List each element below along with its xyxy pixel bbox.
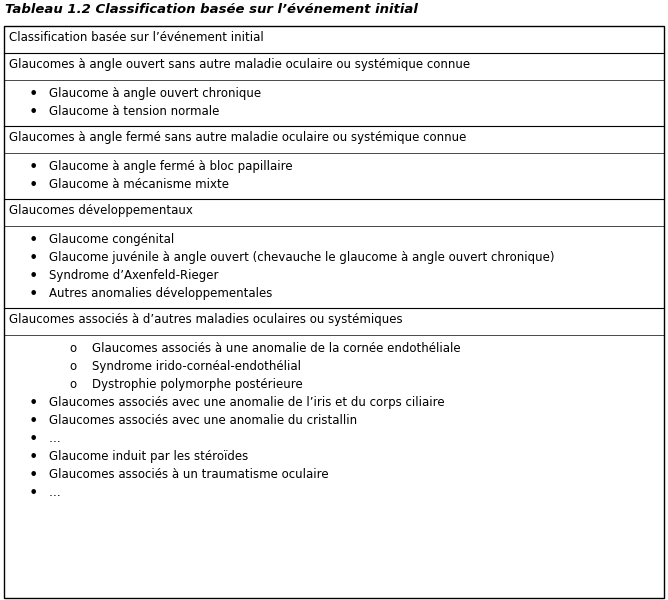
Text: Glaucome à mécanisme mixte: Glaucome à mécanisme mixte — [49, 178, 229, 191]
Text: Glaucomes développementaux: Glaucomes développementaux — [9, 204, 193, 217]
Text: •: • — [29, 414, 38, 429]
Text: Autres anomalies développementales: Autres anomalies développementales — [49, 287, 273, 300]
Text: Glaucomes associés avec une anomalie de l’iris et du corps ciliaire: Glaucomes associés avec une anomalie de … — [49, 396, 445, 409]
Text: Dystrophie polymorphe postérieure: Dystrophie polymorphe postérieure — [92, 378, 303, 391]
Text: Glaucomes associés à une anomalie de la cornée endothéliale: Glaucomes associés à une anomalie de la … — [92, 342, 461, 355]
Text: •: • — [29, 486, 38, 501]
Text: •: • — [29, 432, 38, 447]
Text: …: … — [49, 432, 61, 445]
Text: Glaucome à angle ouvert chronique: Glaucome à angle ouvert chronique — [49, 87, 261, 100]
Text: •: • — [29, 287, 38, 302]
Text: Glaucome induit par les stéroïdes: Glaucome induit par les stéroïdes — [49, 450, 248, 463]
Text: Classification basée sur l’événement initial: Classification basée sur l’événement ini… — [9, 31, 264, 44]
Text: Glaucome juvénile à angle ouvert (chevauche le glaucome à angle ouvert chronique: Glaucome juvénile à angle ouvert (chevau… — [49, 251, 554, 264]
Text: •: • — [29, 251, 38, 266]
Text: •: • — [29, 233, 38, 248]
Text: o: o — [69, 378, 76, 391]
Text: Glaucome congénital: Glaucome congénital — [49, 233, 174, 246]
Text: Glaucomes à angle fermé sans autre maladie oculaire ou systémique connue: Glaucomes à angle fermé sans autre malad… — [9, 131, 466, 144]
Text: •: • — [29, 396, 38, 411]
Text: •: • — [29, 87, 38, 102]
Text: Glaucomes associés à un traumatisme oculaire: Glaucomes associés à un traumatisme ocul… — [49, 468, 329, 481]
Text: Syndrome irido-cornéal-endothélial: Syndrome irido-cornéal-endothélial — [92, 360, 301, 373]
Text: Glaucomes à angle ouvert sans autre maladie oculaire ou systémique connue: Glaucomes à angle ouvert sans autre mala… — [9, 58, 470, 71]
Text: •: • — [29, 269, 38, 284]
Text: o: o — [69, 342, 76, 355]
Text: •: • — [29, 178, 38, 193]
Text: •: • — [29, 450, 38, 465]
Text: Syndrome d’Axenfeld-Rieger: Syndrome d’Axenfeld-Rieger — [49, 269, 218, 282]
Text: •: • — [29, 468, 38, 483]
Text: Tableau 1.2 Classification basée sur l’événement initial: Tableau 1.2 Classification basée sur l’é… — [5, 3, 418, 16]
Text: Glaucome à tension normale: Glaucome à tension normale — [49, 105, 219, 118]
Text: Glaucomes associés à d’autres maladies oculaires ou systémiques: Glaucomes associés à d’autres maladies o… — [9, 313, 403, 326]
Text: o: o — [69, 360, 76, 373]
Text: Glaucome à angle fermé à bloc papillaire: Glaucome à angle fermé à bloc papillaire — [49, 160, 293, 173]
Text: Glaucomes associés avec une anomalie du cristallin: Glaucomes associés avec une anomalie du … — [49, 414, 357, 427]
Text: •: • — [29, 105, 38, 120]
Text: …: … — [49, 486, 61, 499]
Text: •: • — [29, 160, 38, 175]
